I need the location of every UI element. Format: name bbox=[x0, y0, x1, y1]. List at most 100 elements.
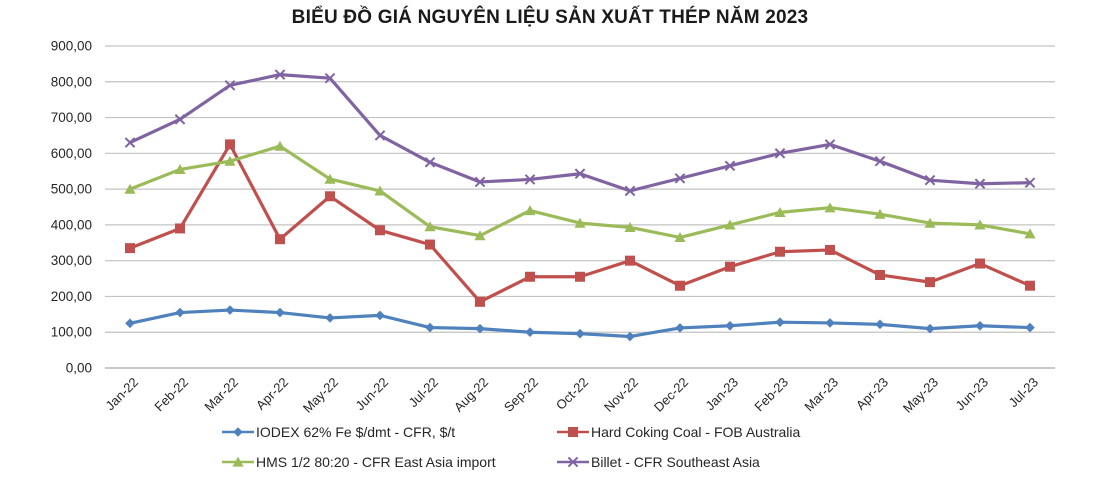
series-marker bbox=[224, 155, 236, 166]
series-marker bbox=[275, 307, 285, 318]
x-tick-label: Apr-23 bbox=[853, 375, 891, 413]
series-marker bbox=[174, 164, 186, 175]
series-marker bbox=[174, 114, 186, 125]
series-marker bbox=[625, 255, 635, 266]
x-tick-label: Jun-22 bbox=[352, 375, 391, 414]
series-marker bbox=[624, 185, 636, 197]
series-marker bbox=[1025, 322, 1035, 333]
series-marker bbox=[975, 258, 985, 269]
series-marker bbox=[874, 208, 886, 219]
series-marker bbox=[924, 174, 936, 186]
y-tick-label: 700,00 bbox=[51, 110, 92, 125]
series-marker bbox=[525, 327, 535, 338]
x-tick-label: May-23 bbox=[900, 375, 941, 416]
x-tick-label: Jun-23 bbox=[952, 375, 991, 414]
series-0 bbox=[125, 305, 1035, 342]
x-tick-label: Sep-22 bbox=[501, 375, 541, 415]
series-marker bbox=[375, 225, 385, 236]
y-tick-label: 800,00 bbox=[51, 74, 92, 89]
series-marker bbox=[725, 320, 735, 331]
y-tick-label: 600,00 bbox=[51, 146, 92, 161]
series-marker bbox=[974, 219, 986, 230]
x-tick-label: Mar-22 bbox=[201, 375, 241, 415]
series-marker bbox=[824, 202, 836, 213]
y-tick-label: 300,00 bbox=[51, 253, 92, 268]
series-marker bbox=[474, 176, 486, 188]
y-tick-label: 200,00 bbox=[51, 289, 92, 304]
series-marker bbox=[575, 328, 585, 339]
x-tick-label: Feb-22 bbox=[151, 375, 191, 415]
series-marker bbox=[774, 206, 786, 217]
series-marker bbox=[375, 310, 385, 321]
series-marker bbox=[325, 191, 335, 202]
x-tick-label: Jan-23 bbox=[702, 375, 741, 414]
series-marker bbox=[1024, 177, 1036, 188]
series-marker bbox=[924, 217, 936, 228]
y-tick-label: 500,00 bbox=[51, 182, 92, 197]
series-marker bbox=[625, 331, 635, 342]
x-tick-label: Mar-23 bbox=[801, 375, 841, 415]
series-marker bbox=[724, 219, 736, 230]
series-marker bbox=[775, 246, 785, 257]
series-marker bbox=[925, 277, 935, 288]
x-tick-label: Oct-22 bbox=[553, 375, 591, 413]
series-marker bbox=[774, 148, 786, 159]
x-tick-label: May-22 bbox=[300, 375, 341, 416]
series-3 bbox=[124, 69, 1036, 197]
series-marker bbox=[274, 69, 286, 80]
x-tick-label: Jul-22 bbox=[405, 375, 441, 411]
series-marker bbox=[175, 223, 185, 234]
series-marker bbox=[875, 319, 885, 330]
series-marker bbox=[974, 178, 986, 190]
series-marker bbox=[674, 173, 686, 184]
series-marker bbox=[874, 155, 886, 167]
series-marker bbox=[374, 185, 386, 196]
series-1 bbox=[125, 139, 1035, 307]
series-marker bbox=[724, 160, 736, 172]
series-marker bbox=[125, 243, 135, 254]
series-marker bbox=[675, 323, 685, 333]
series-marker bbox=[725, 261, 735, 272]
series-marker bbox=[374, 130, 386, 141]
series-marker bbox=[424, 156, 436, 168]
y-tick-label: 0,00 bbox=[66, 361, 92, 376]
series-marker bbox=[574, 217, 586, 228]
series-marker bbox=[425, 322, 435, 333]
x-tick-label: Apr-22 bbox=[253, 375, 291, 413]
series-marker bbox=[1025, 280, 1035, 291]
series-marker bbox=[825, 318, 835, 328]
series-marker bbox=[1024, 228, 1036, 239]
series-marker bbox=[824, 139, 836, 150]
series-marker bbox=[525, 271, 535, 282]
series-marker bbox=[474, 230, 486, 241]
x-tick-label: Aug-22 bbox=[451, 375, 491, 415]
series-marker bbox=[875, 269, 885, 280]
series-marker bbox=[575, 271, 585, 282]
series-marker bbox=[524, 205, 536, 216]
series-marker bbox=[975, 320, 985, 331]
series-marker bbox=[225, 305, 235, 315]
series-marker bbox=[574, 168, 586, 180]
y-tick-label: 400,00 bbox=[51, 217, 92, 232]
x-tick-label: Jul-23 bbox=[1005, 375, 1041, 411]
series-marker bbox=[125, 318, 135, 329]
series-marker bbox=[825, 244, 835, 255]
series-marker bbox=[175, 307, 185, 318]
series-2 bbox=[124, 140, 1036, 243]
series-marker bbox=[124, 137, 136, 148]
x-tick-label: Nov-22 bbox=[601, 375, 641, 415]
y-tick-label: 900,00 bbox=[51, 39, 92, 54]
series-marker bbox=[324, 72, 336, 84]
series-marker bbox=[675, 280, 685, 291]
series-marker bbox=[225, 139, 235, 150]
series-marker bbox=[324, 173, 336, 184]
series-marker bbox=[475, 296, 485, 307]
series-marker bbox=[274, 140, 286, 151]
series-marker bbox=[775, 317, 785, 328]
series-marker bbox=[424, 221, 436, 232]
y-tick-label: 100,00 bbox=[51, 325, 92, 340]
series-marker bbox=[624, 221, 636, 232]
x-tick-label: Dec-22 bbox=[651, 375, 691, 415]
